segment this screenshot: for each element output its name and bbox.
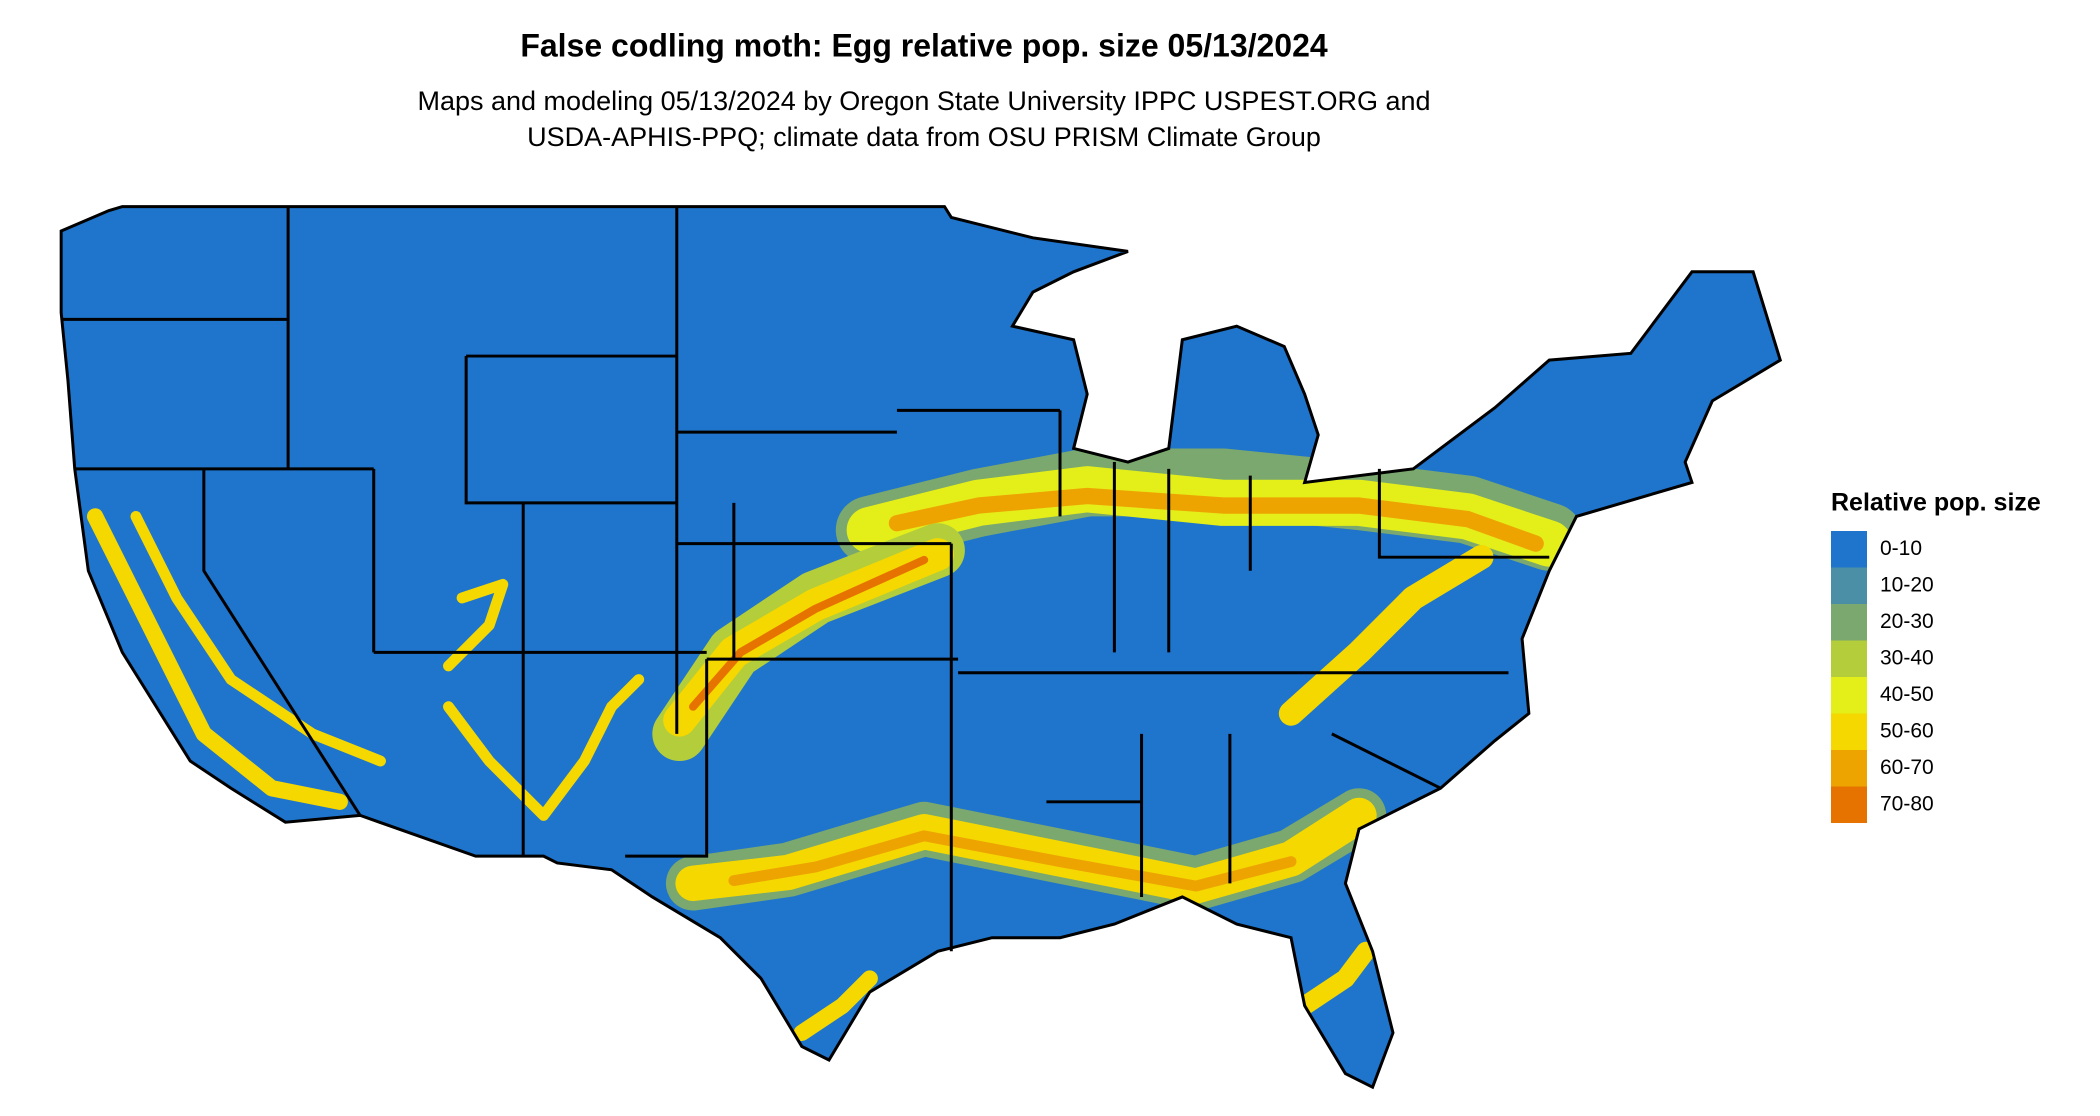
- subtitle: USDA-APHIS-PPQ; climate data from OSU PR…: [527, 122, 1321, 152]
- legend: Relative pop. size 0-10 10-20 20-30 30-40 40…: [1831, 489, 2041, 823]
- legend-label: 10-20: [1880, 573, 1934, 596]
- legend-swatch: [1831, 677, 1867, 714]
- legend-title: Relative pop. size: [1831, 489, 2041, 517]
- legend-swatch: [1831, 786, 1867, 823]
- legend-swatch: [1831, 604, 1867, 641]
- title: False codling moth: Egg relative pop. si…: [520, 27, 1328, 63]
- legend-label: 30-40: [1880, 646, 1934, 669]
- legend-label: 20-30: [1880, 610, 1934, 633]
- legend-label: 40-50: [1880, 683, 1934, 706]
- legend-label: 0-10: [1880, 537, 1922, 560]
- legend-swatch: [1831, 750, 1867, 787]
- legend-label: 50-60: [1880, 719, 1934, 742]
- suitability-areas: [86, 448, 1584, 1041]
- state-borders: [61, 206, 1550, 952]
- legend-label: 70-80: [1880, 792, 1934, 815]
- legend-swatch: [1831, 531, 1867, 568]
- subtitle: Maps and modeling 05/13/2024 by Oregon S…: [417, 86, 1430, 116]
- legend-swatch: [1831, 713, 1867, 750]
- legend-label: 60-70: [1880, 756, 1934, 779]
- us-map: [59, 205, 1782, 1089]
- legend-swatch: [1831, 567, 1867, 604]
- legend-swatch: [1831, 640, 1867, 677]
